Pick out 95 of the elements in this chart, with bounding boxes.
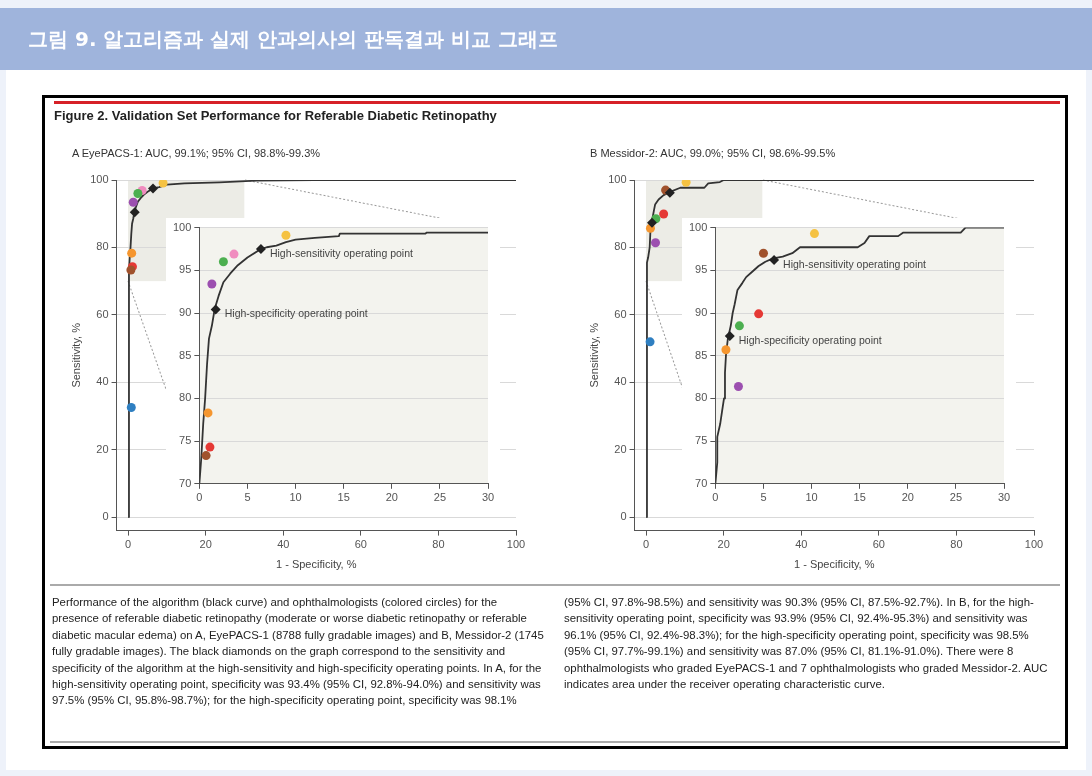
y-tick-label: 75: [695, 434, 708, 447]
y-tick-label: 100: [172, 220, 192, 233]
y-tick-label: 70: [695, 476, 708, 489]
point: [645, 337, 655, 347]
point: [734, 321, 744, 331]
x-tick-label: 100: [1024, 538, 1044, 551]
point: [809, 229, 819, 239]
point: [255, 243, 266, 254]
x-tick-label: 80: [432, 538, 445, 551]
x-tick-label: 30: [481, 491, 495, 504]
text: Performance of the algorithm (black curve) and ophthalmologists (colored circles) for the presence of referable diabetic retinopathy (moderate or worse diabetic retinopathy or referable diabetic macular edema) on A, EyePACS-1 (8788 fully gradable images) and B, Messidor-2 (1745 fully gradable images). The black diamonds on the graph correspond to the sensitivity and specificity of the algorithm at the high-sensitivity and high-specificity operating points. In A, for the high-sensitivity operating point, specificity was 93.4% (95% CI, 92.8%-94.0%) and sensitivity was 97.5% (95% CI, 95.8%-98.7%); for the high-specificity operating point, specificity was 98.1% (95% CI, 97.8%-98.5%) and sensitivity was 90.3% (95% CI, 87.5%-92.7%). In B, for the high-sensitivity operating point, specificity was 93.9% (95% CI, 92.4%-95.3%) and sensitivity was 96.1% (95% CI, 92.4%-98.3%); for the high-specificity operating point, specificity was 98.5% (95% CI, 97.7%-99.1%) and sensitivity was 87.0% (95% CI, 81.1%-91.0%). There were 8 ophthalmologists who graded EyePACS-1 and 7 ophthalmologists who graded Messidor-2. AUC indicates area under the receiver operating characteristic curve.: [52, 596, 1048, 707]
x-tick-label: 10: [289, 491, 302, 504]
y-tick-label: 80: [695, 391, 708, 404]
x-tick-label: 5: [760, 491, 767, 504]
x-tick-label: 25: [433, 491, 447, 504]
x-tick-label: 20: [717, 538, 730, 551]
y-tick-label: 70: [179, 476, 192, 489]
point: [133, 188, 143, 198]
y-axis-title: Sensitivity, %: [587, 322, 600, 388]
chart-title: A EyePACS-1: AUC, 99.1%; 95% CI, 98.8%-99.3%: [72, 147, 321, 159]
point: [659, 209, 669, 219]
x-tick-label: 80: [950, 538, 963, 551]
y-tick-label: 80: [614, 240, 627, 253]
x-tick-label: 15: [337, 491, 350, 504]
point: [651, 238, 660, 248]
point: [210, 304, 221, 315]
point: [769, 255, 780, 266]
y-tick-label: 100: [608, 173, 627, 186]
point: [721, 345, 731, 355]
x-tick-label: 60: [872, 538, 885, 551]
x-tick-label: 15: [853, 491, 866, 504]
point: [229, 249, 239, 259]
y-tick-label: 60: [96, 307, 109, 320]
y-tick-label: 75: [179, 434, 192, 447]
y-tick-label: 40: [614, 375, 627, 388]
y-tick-label: 0: [102, 510, 109, 523]
y-tick-label: 90: [695, 306, 708, 319]
x-tick-label: 5: [244, 491, 251, 504]
y-tick-label: 40: [96, 375, 109, 388]
point: [733, 381, 743, 391]
x-tick-label: 0: [196, 491, 203, 504]
point: [129, 207, 140, 218]
y-tick-label: 95: [179, 263, 192, 276]
x-tick-label: 0: [712, 491, 719, 504]
point: [128, 197, 138, 207]
x-tick-label: 20: [901, 491, 914, 504]
point: [754, 309, 764, 319]
x-tick-label: 40: [277, 538, 290, 551]
point: [207, 279, 217, 289]
annotation: High-sensitivity operating point: [783, 257, 927, 270]
y-tick-label: 100: [688, 220, 708, 233]
y-tick-label: 60: [614, 307, 627, 320]
y-tick-label: 80: [179, 391, 192, 404]
point: [681, 180, 691, 187]
point: [201, 451, 211, 461]
y-tick-label: 85: [179, 348, 192, 361]
annotation: High-specificity operating point: [224, 307, 368, 320]
y-tick-label: 80: [96, 240, 109, 253]
point: [647, 217, 658, 228]
x-tick-label: 30: [997, 491, 1011, 504]
y-tick-label: 95: [695, 263, 708, 276]
point: [758, 248, 768, 258]
x-tick-label: 20: [199, 538, 212, 551]
x-tick-label: 25: [949, 491, 963, 504]
point: [126, 403, 136, 413]
y-tick-label: 0: [620, 510, 627, 523]
y-tick-label: 20: [614, 442, 627, 455]
point: [127, 248, 137, 258]
annotation: High-specificity operating point: [738, 333, 882, 346]
y-tick-label: 85: [695, 348, 708, 361]
point: [148, 183, 159, 194]
point: [281, 230, 291, 240]
y-tick-label: 20: [96, 442, 109, 455]
point: [205, 442, 215, 452]
x-tick-label: 20: [385, 491, 398, 504]
y-tick-label: 90: [179, 306, 192, 319]
x-tick-label: 0: [125, 538, 132, 551]
x-tick-label: 0: [643, 538, 650, 551]
point: [218, 257, 228, 267]
point: [203, 408, 213, 418]
point: [724, 331, 735, 342]
x-tick-label: 60: [354, 538, 367, 551]
point: [664, 187, 675, 198]
x-tick-label: 40: [795, 538, 808, 551]
text: Figure 2. Validation Set Performance for Referable Diabetic Retinopathy: [54, 108, 497, 123]
point: [158, 180, 168, 188]
x-tick-label: 10: [805, 491, 818, 504]
text: 그림 9. 알고리즘과 실제 안과의사의 판독결과 비교 그래프: [0, 8, 1092, 70]
chart-title: B Messidor-2: AUC, 99.0%; 95% CI, 98.6%-99.5%: [590, 147, 836, 159]
y-tick-label: 100: [90, 173, 109, 186]
annotation: High-sensitivity operating point: [269, 246, 413, 259]
x-axis-title: 1 - Specificity, %: [276, 558, 357, 571]
x-tick-label: 100: [506, 538, 526, 551]
y-axis-title: Sensitivity, %: [69, 322, 82, 388]
x-axis-title: 1 - Specificity, %: [794, 558, 875, 571]
